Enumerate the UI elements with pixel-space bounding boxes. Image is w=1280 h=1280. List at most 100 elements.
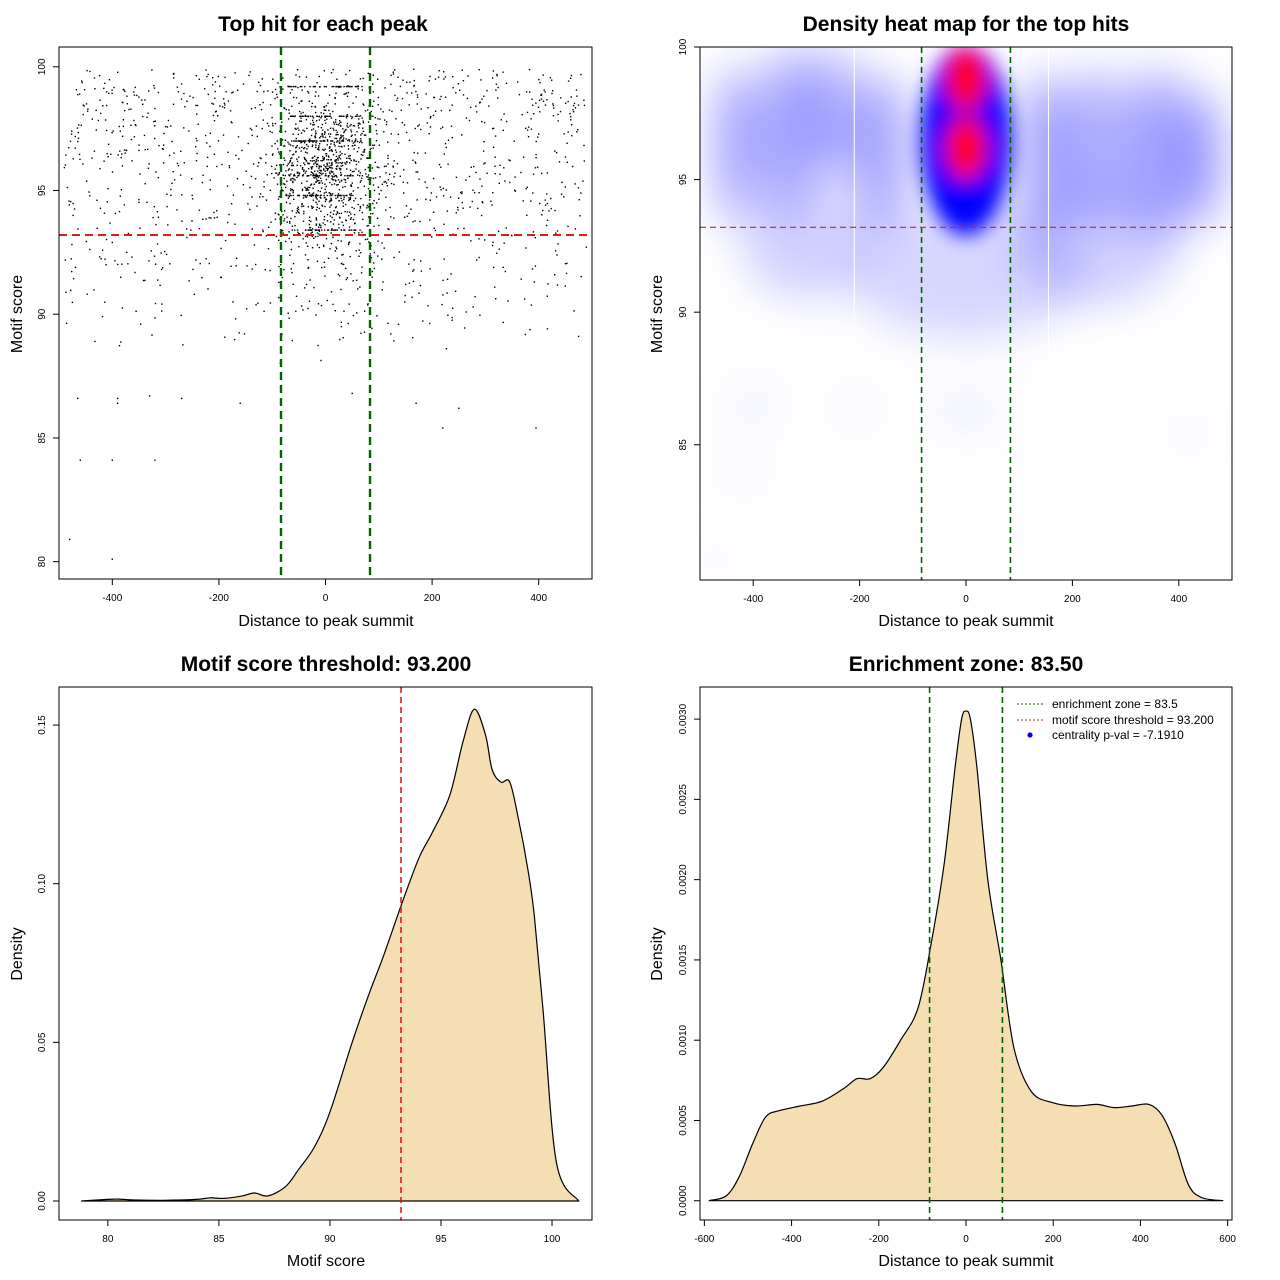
scatter-point [502, 129, 504, 131]
scatter-point [377, 240, 379, 242]
scatter-point [526, 129, 529, 131]
scatter-point [195, 160, 198, 162]
scatter-point [344, 185, 346, 188]
scatter-point [396, 163, 399, 165]
scatter-point [530, 118, 532, 120]
scatter-point [109, 222, 111, 224]
scatter-point [104, 119, 107, 121]
scatter-point [321, 182, 324, 184]
scatter-point [524, 333, 527, 336]
scatter-point [333, 143, 335, 146]
scatter-point [66, 186, 69, 189]
scatter-point [438, 163, 441, 166]
scatter-point [270, 221, 272, 223]
scatter-point [290, 173, 292, 175]
scatter-point [91, 157, 93, 159]
scatter-point [294, 147, 297, 149]
scatter-point [539, 81, 541, 84]
scatter-point [318, 119, 321, 121]
scatter-point [336, 140, 339, 142]
scatter-point [404, 301, 406, 303]
scatter-point [573, 102, 576, 105]
scatter-point [323, 85, 326, 88]
scatter-point [319, 182, 321, 184]
scatter-point [373, 225, 375, 227]
scatter-point [310, 232, 312, 234]
scatter-point [343, 93, 345, 95]
scatter-point [431, 236, 433, 238]
scatter-point [328, 94, 331, 96]
scatter-point [572, 104, 575, 107]
scatter-point [360, 153, 363, 156]
scatter-point [163, 144, 165, 146]
scatter-point [111, 89, 113, 91]
scatter-point [499, 164, 501, 166]
scatter-point [306, 189, 308, 191]
scatter-point [468, 175, 471, 178]
scatter-point [542, 209, 544, 212]
scatter-point [330, 198, 332, 200]
scatter-point [447, 139, 450, 141]
scatter-point [209, 188, 211, 191]
scatter-point [346, 277, 348, 279]
scatter-point [318, 200, 320, 202]
scatter-point [316, 82, 318, 84]
scatter-point [302, 205, 305, 207]
scatter-point [99, 99, 101, 101]
scatter-point [282, 190, 284, 192]
scatter-point [310, 183, 313, 185]
scatter-point [98, 74, 101, 77]
x-tick-label: 0 [963, 594, 969, 605]
scatter-point [559, 110, 562, 113]
scatter-point [535, 157, 537, 159]
scatter-point [269, 130, 271, 133]
scatter-point [377, 255, 379, 257]
scatter-point [120, 341, 122, 343]
scatter-point [180, 314, 182, 316]
scatter-point [288, 195, 290, 198]
heatmap-blob [731, 389, 775, 421]
scatter-point [388, 228, 390, 231]
scatter-point [312, 115, 314, 117]
scatter-point [328, 156, 330, 158]
scatter-point [198, 209, 201, 211]
scatter-point [210, 217, 212, 219]
scatter-point [341, 135, 343, 137]
scatter-point [577, 104, 580, 106]
scatter-point [300, 117, 302, 119]
scatter-point [307, 175, 309, 177]
scatter-point [377, 186, 380, 188]
scatter-point [351, 134, 353, 136]
scatter-point [332, 223, 335, 225]
scatter-point [352, 280, 354, 282]
scatter-point [303, 147, 306, 149]
scatter-point [429, 219, 431, 221]
scatter-point [405, 205, 408, 207]
scatter-point [324, 175, 326, 177]
scatter-point [392, 165, 394, 167]
scatter-point [304, 287, 306, 289]
scatter-point [538, 133, 540, 135]
scatter-point [361, 141, 363, 144]
scatter-point [415, 171, 417, 173]
scatter-point [299, 165, 302, 167]
scatter-point [297, 206, 299, 208]
scatter-point [360, 158, 362, 160]
scatter-point [546, 193, 548, 195]
scatter-point [138, 144, 140, 146]
scatter-point [281, 276, 283, 279]
scatter-point [339, 154, 342, 156]
scatter-point [311, 166, 314, 168]
scatter-point [311, 228, 314, 230]
x-tick-label: 0 [323, 593, 329, 604]
scatter-point [108, 92, 110, 94]
scatter-point [379, 118, 381, 120]
scatter-point [574, 107, 577, 109]
scatter-point [393, 176, 395, 178]
scatter-point [418, 178, 420, 180]
scatter-point [272, 125, 274, 127]
scatter-point [333, 219, 336, 221]
scatter-point [335, 129, 337, 132]
scatter-point [343, 137, 345, 139]
scatter-point [324, 115, 326, 117]
